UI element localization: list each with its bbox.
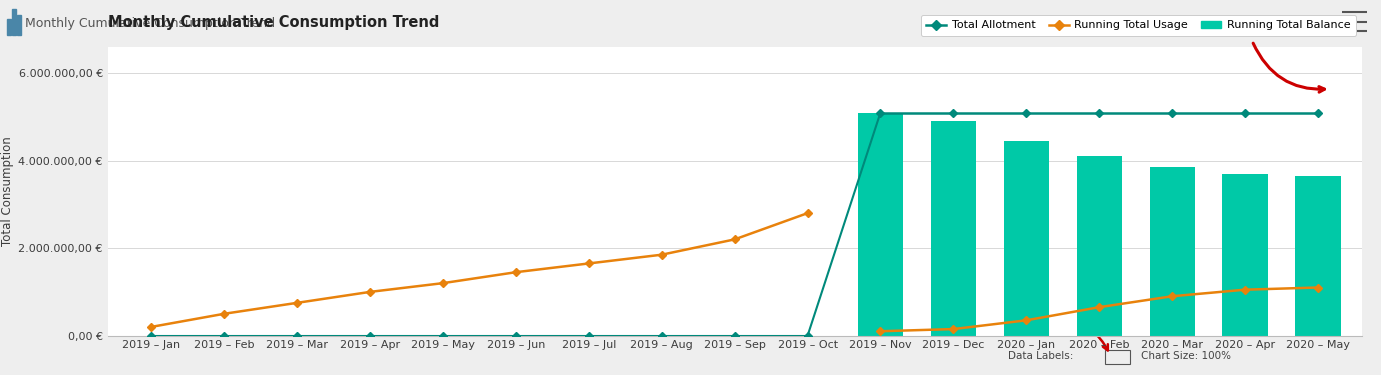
Bar [1295,176,1341,336]
Bar [1077,156,1121,336]
Bar [858,112,903,336]
Bar [931,121,976,336]
Bar [11,9,15,34]
Bar [1004,141,1050,336]
Text: Monthly Cumulative Consumption Trend: Monthly Cumulative Consumption Trend [108,15,439,30]
Bar [1149,167,1195,336]
Y-axis label: Total Consumption: Total Consumption [1,136,14,246]
Bar [1222,174,1268,336]
Bar [17,15,21,34]
Bar [1105,350,1130,364]
Bar [7,20,11,34]
Legend: Total Allotment, Running Total Usage, Running Total Balance: Total Allotment, Running Total Usage, Ru… [921,15,1356,36]
Text: Data Labels:: Data Labels: [1008,351,1073,361]
Text: Monthly Cumulative Consumption Trend: Monthly Cumulative Consumption Trend [25,17,275,30]
Text: Chart Size: 100%: Chart Size: 100% [1141,351,1230,361]
